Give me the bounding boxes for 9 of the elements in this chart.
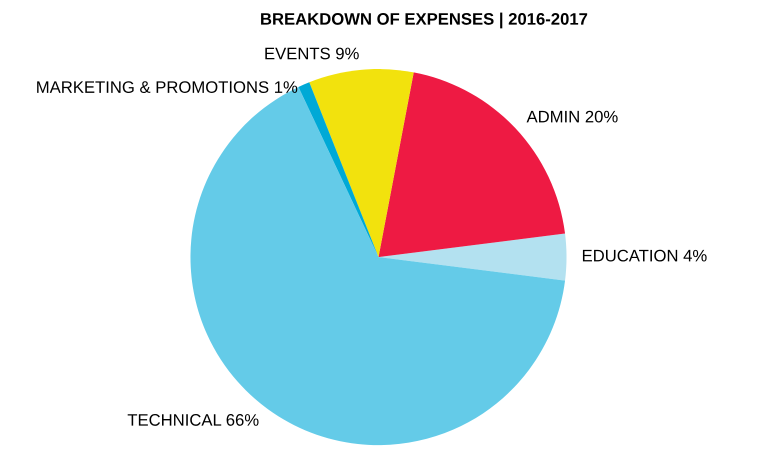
slice-label: MARKETING & PROMOTIONS 1% <box>37 81 298 93</box>
pie-slice <box>378 234 567 281</box>
pie-slice <box>298 82 378 258</box>
pie-slice <box>309 69 414 258</box>
slice-label: EVENTS 9% <box>265 48 359 60</box>
slice-label: EDUCATION 4% <box>582 250 707 262</box>
slice-label: ADMIN 20% <box>526 110 618 123</box>
chart-title: BREAKDOWN OF EXPENSES | 2016-2017 <box>261 12 588 28</box>
slice-label: TECHNICAL 66% <box>128 414 259 426</box>
